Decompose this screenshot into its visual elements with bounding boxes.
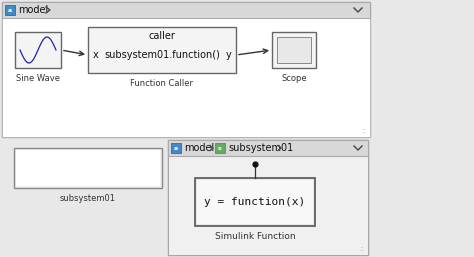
Bar <box>2 2 370 137</box>
Text: Function Caller: Function Caller <box>130 79 193 88</box>
Bar <box>15 32 61 68</box>
Bar <box>215 143 225 153</box>
Bar <box>2 2 370 18</box>
Bar <box>195 178 315 226</box>
Text: Sine Wave: Sine Wave <box>16 74 60 83</box>
Text: y = function(x): y = function(x) <box>204 197 306 207</box>
Text: x: x <box>93 50 99 60</box>
Text: subsystem01.function(): subsystem01.function() <box>104 50 220 60</box>
Text: s: s <box>218 146 222 151</box>
Bar <box>272 32 316 68</box>
Bar <box>14 148 162 188</box>
Text: ::: :: <box>361 128 366 134</box>
Bar <box>16 150 160 186</box>
Bar <box>277 37 311 63</box>
Bar <box>2 18 370 137</box>
Text: model: model <box>184 143 214 153</box>
Text: y: y <box>225 50 231 60</box>
Bar <box>168 140 368 156</box>
Text: subsystem01: subsystem01 <box>60 194 116 203</box>
Text: a: a <box>174 146 178 151</box>
Bar <box>88 27 236 73</box>
Text: model: model <box>18 5 48 15</box>
Bar <box>168 156 368 255</box>
Text: Simulink Function: Simulink Function <box>215 232 295 241</box>
Bar <box>5 5 15 15</box>
Bar <box>171 143 181 153</box>
Text: subsystem01: subsystem01 <box>228 143 293 153</box>
Bar <box>197 180 313 224</box>
Text: Scope: Scope <box>281 74 307 83</box>
Bar <box>168 140 368 255</box>
Text: a: a <box>8 8 12 13</box>
Text: caller: caller <box>148 31 175 41</box>
Text: ::: :: <box>359 246 364 252</box>
